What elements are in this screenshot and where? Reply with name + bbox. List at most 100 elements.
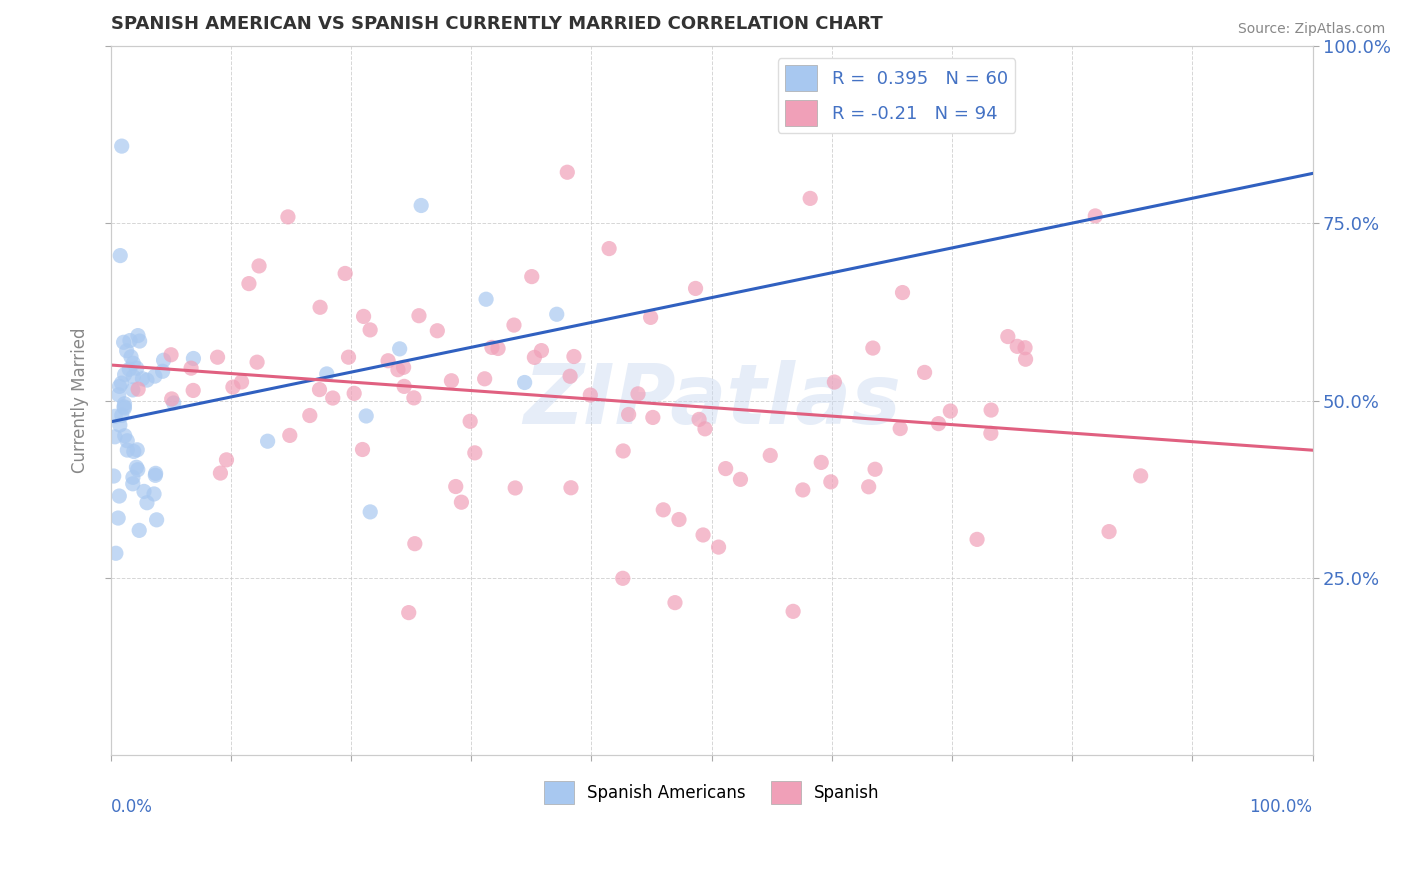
Point <box>668 512 690 526</box>
Point <box>782 604 804 618</box>
Point <box>693 422 716 436</box>
Point <box>392 360 415 375</box>
Point <box>117 443 139 458</box>
Point <box>546 307 568 321</box>
Point <box>1007 339 1029 353</box>
Point <box>426 324 449 338</box>
Point <box>112 400 135 414</box>
Point <box>792 483 814 497</box>
Point <box>118 362 141 376</box>
Point <box>692 528 714 542</box>
Point <box>246 355 269 369</box>
Point <box>1129 468 1152 483</box>
Point <box>160 348 183 362</box>
Point <box>354 409 377 423</box>
Point <box>114 397 136 411</box>
Point <box>152 353 174 368</box>
Point <box>997 329 1019 343</box>
Point <box>181 384 204 398</box>
Point <box>759 449 782 463</box>
Point <box>402 391 425 405</box>
Point <box>128 524 150 538</box>
Point <box>333 267 356 281</box>
Point <box>464 446 486 460</box>
Point <box>377 353 399 368</box>
Point <box>256 434 278 449</box>
Point <box>222 380 245 394</box>
Point <box>120 350 142 364</box>
Point <box>121 476 143 491</box>
Text: Source: ZipAtlas.com: Source: ZipAtlas.com <box>1237 22 1385 37</box>
Point <box>121 383 143 397</box>
Point <box>481 340 503 354</box>
Point <box>966 533 988 547</box>
Point <box>612 571 634 585</box>
Point <box>411 198 433 212</box>
Point <box>555 165 578 179</box>
Text: SPANISH AMERICAN VS SPANISH CURRENTLY MARRIED CORRELATION CHART: SPANISH AMERICAN VS SPANISH CURRENTLY MA… <box>111 15 883 33</box>
Point <box>664 596 686 610</box>
Point <box>111 139 134 153</box>
Point <box>308 383 330 397</box>
Point <box>127 328 149 343</box>
Point <box>980 403 1002 417</box>
Point <box>398 606 420 620</box>
Point <box>107 388 129 402</box>
Point <box>598 242 620 256</box>
Point <box>110 376 132 390</box>
Point <box>474 372 496 386</box>
Point <box>513 376 536 390</box>
Point <box>387 362 409 376</box>
Point <box>118 334 141 348</box>
Point <box>862 341 884 355</box>
Point <box>104 430 127 444</box>
Point <box>392 379 415 393</box>
Point <box>143 468 166 483</box>
Point <box>627 387 650 401</box>
Text: 0.0%: 0.0% <box>111 798 153 816</box>
Point <box>450 495 472 509</box>
Point <box>889 421 911 435</box>
Point <box>322 391 344 405</box>
Point <box>530 343 553 358</box>
Point <box>125 460 148 475</box>
Point <box>730 472 752 486</box>
Text: 100.0%: 100.0% <box>1250 798 1313 816</box>
Point <box>145 467 167 481</box>
Point <box>503 481 526 495</box>
Point <box>820 475 842 489</box>
Point <box>612 444 634 458</box>
Point <box>1098 524 1121 539</box>
Point <box>278 428 301 442</box>
Point <box>359 505 381 519</box>
Point <box>163 396 186 410</box>
Point <box>641 410 664 425</box>
Point <box>891 285 914 300</box>
Point <box>122 369 145 384</box>
Point <box>640 310 662 325</box>
Point <box>928 417 950 431</box>
Point <box>107 511 129 525</box>
Point <box>183 351 205 366</box>
Point <box>104 409 127 424</box>
Point <box>980 426 1002 441</box>
Point <box>128 334 150 348</box>
Point <box>939 404 962 418</box>
Point <box>114 401 136 415</box>
Point <box>298 409 321 423</box>
Point <box>558 369 581 384</box>
Point <box>914 366 936 380</box>
Point <box>863 462 886 476</box>
Point <box>520 269 543 284</box>
Point <box>143 487 166 501</box>
Point <box>503 318 526 332</box>
Point <box>122 356 145 370</box>
Point <box>122 444 145 458</box>
Point <box>108 379 131 393</box>
Point <box>160 392 183 406</box>
Point <box>560 481 582 495</box>
Point <box>247 259 270 273</box>
Point <box>277 210 299 224</box>
Point <box>444 479 467 493</box>
Point <box>688 412 710 426</box>
